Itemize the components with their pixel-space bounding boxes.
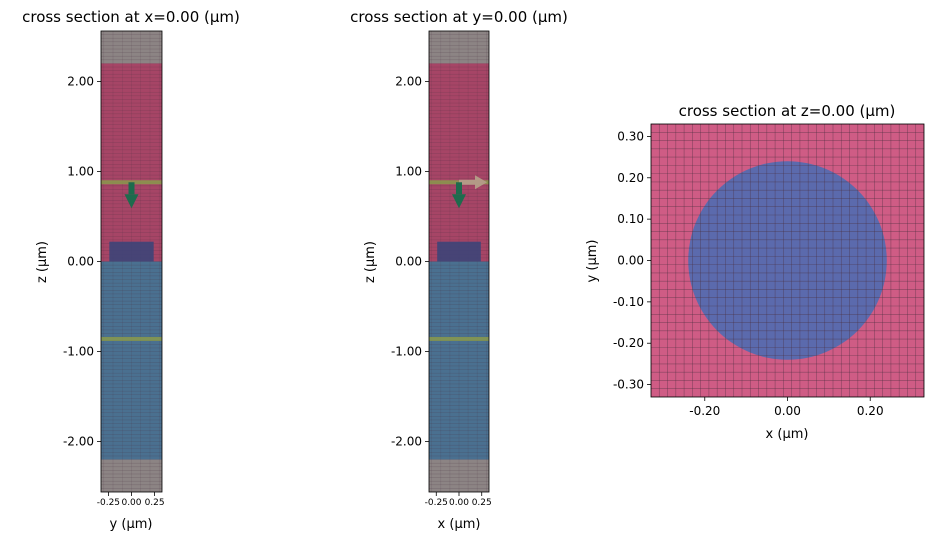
y-tick-label: -2.00: [391, 435, 422, 449]
region-pml-top: [101, 31, 162, 64]
structure: [109, 241, 154, 262]
y-axis-label: z (μm): [35, 241, 50, 283]
plot-area: [101, 31, 162, 492]
y-tick-label: 0.20: [617, 171, 644, 185]
region-pml-bottom: [429, 459, 489, 492]
region-pml-top: [429, 31, 489, 64]
x-tick-label: 0.00: [774, 404, 801, 418]
region-pml-bottom: [101, 459, 162, 492]
y-axis-label: z (μm): [363, 241, 378, 283]
source-arrow-head: [124, 194, 139, 209]
monitor-line: [101, 336, 162, 341]
y-tick-label: 1.00: [67, 164, 94, 178]
x-axis-label: x (μm): [438, 517, 481, 532]
x-tick-label: 0.00: [121, 498, 141, 508]
monitor-line: [429, 336, 489, 341]
region-substrate: [429, 261, 489, 460]
y-tick-label: 2.00: [67, 74, 94, 88]
panel-title: cross section at x=0.00 (μm): [22, 8, 240, 26]
direction-arrow: [459, 175, 487, 190]
source-arrow-shaft: [456, 182, 462, 195]
y-tick-label: 1.00: [395, 164, 422, 178]
y-tick-label: 0.00: [67, 255, 94, 269]
ticks: -0.20 0.00 0.20 0.30 0.20 0.10 0.00 -0.10 -0.20 -…: [613, 129, 884, 418]
y-tick-label: -2.00: [63, 435, 94, 449]
x-axis-label: x (μm): [766, 427, 809, 442]
y-tick-label: -1.00: [391, 345, 422, 359]
plot-area: [429, 31, 489, 492]
panel-z-section: cross section at z=0.00 (μm) -0.20 0.00 0.…: [585, 102, 925, 442]
axes-frame: [650, 123, 925, 398]
panel-y-section: cross section at y=0.00 (μm) -0.25 0.00 0.…: [350, 8, 568, 532]
y-tick-label: -0.20: [613, 336, 644, 350]
y-tick-label: 0.00: [617, 254, 644, 268]
x-axis-label: y (μm): [110, 517, 153, 532]
region-substrate: [101, 261, 162, 460]
x-tick-label: -0.20: [689, 404, 720, 418]
plot-area: [651, 124, 924, 397]
ticks: -0.25 0.00 0.252.001.000.00-1.00-2.00: [63, 74, 165, 508]
y-tick-label: -0.30: [613, 378, 644, 392]
x-tick-label: 0.00: [449, 498, 469, 508]
source-arrow-shaft: [128, 182, 135, 195]
y-tick-label: 0.00: [395, 255, 422, 269]
source-arrow: [452, 182, 466, 209]
direction-arrow-shaft: [459, 179, 475, 185]
y-tick-label: 0.30: [617, 129, 644, 143]
x-tick-label: 0.25: [145, 498, 165, 508]
axes-frame: [100, 30, 163, 493]
region-medium: [429, 63, 489, 262]
region-medium: [101, 63, 162, 262]
x-tick-label: 0.25: [472, 498, 492, 508]
panel-x-section: cross section at x=0.00 (μm) -0.25 0.00 0.…: [22, 8, 240, 532]
panel-title: cross section at z=0.00 (μm): [679, 102, 896, 120]
source-arrow-head: [452, 194, 466, 209]
y-tick-label: 0.10: [617, 212, 644, 226]
structure: [437, 241, 481, 262]
x-tick-label: -0.25: [425, 498, 448, 508]
y-tick-label: -1.00: [63, 345, 94, 359]
y-axis-label: y (μm): [585, 240, 600, 283]
y-tick-label: 2.00: [395, 74, 422, 88]
grid-lines: [651, 124, 924, 397]
ticks: -0.25 0.00 0.252.001.000.00-1.00-2.00: [391, 74, 492, 508]
panel-title: cross section at y=0.00 (μm): [350, 8, 568, 26]
source-arrow: [124, 182, 139, 209]
axes-frame: [428, 30, 490, 493]
x-tick-label: -0.25: [97, 498, 120, 508]
y-tick-label: -0.10: [613, 295, 644, 309]
x-tick-label: 0.20: [857, 404, 884, 418]
cylinder-cross-section: [688, 161, 887, 360]
direction-arrow-head: [475, 175, 487, 190]
